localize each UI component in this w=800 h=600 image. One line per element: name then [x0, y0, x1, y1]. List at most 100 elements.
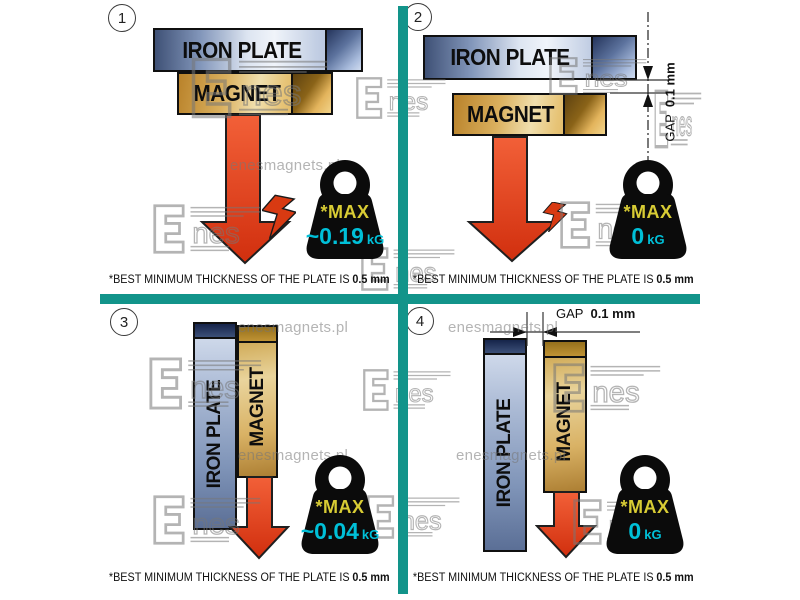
weight-kettlebell: *MAX 0 kG [598, 455, 692, 559]
pull-force-arrow-icon [228, 476, 290, 560]
enes-logo-text: nes [592, 376, 639, 409]
footnote-text: *BEST MINIMUM THICKNESS OF THE PLATE IS [108, 572, 350, 584]
magnet-top-face [239, 327, 276, 343]
magnet: MAGNET [237, 325, 278, 478]
magnet-end-face [291, 74, 331, 113]
gap-value: 0.1 mm [590, 306, 636, 321]
divider-horizontal [100, 294, 700, 304]
weight-value-unit: kG [366, 232, 385, 247]
enes-logo-text: nes [585, 67, 628, 92]
gap-label: GAP 0.1 mm [663, 62, 678, 141]
enes-logo-text: nes [192, 217, 239, 250]
enes-logo-icon: nes [552, 362, 662, 414]
magnet-label: MAGNET [466, 101, 554, 127]
weight-value: ~0.19 kG [298, 223, 392, 250]
footnote-bold: 0.5 mm [656, 572, 694, 584]
enes-logo-icon: nes [548, 56, 648, 96]
weight-max-label: *MAX [620, 497, 670, 517]
weight-value-number: 0 [628, 518, 642, 544]
weight-value-unit: kG [644, 527, 662, 542]
enes-logo-graphic: nes [153, 495, 261, 545]
panel-3: 3 enesmagnets.pl enesmagnets.pl nes nes … [100, 304, 460, 600]
footnote-text: *BEST MINIMUM THICKNESS OF THE PLATE IS [412, 274, 654, 286]
watermark-url: enesmagnets.pl [230, 157, 341, 174]
weight-value-unit: kG [361, 527, 380, 542]
pull-force-arrow-icon [535, 491, 597, 559]
panel-number: 3 [119, 313, 129, 331]
panel-number-badge: 2 [404, 3, 432, 31]
iron-plate: IRON PLATE [153, 28, 363, 72]
gap-word: GAP [662, 114, 678, 142]
enes-logo-graphic: nes [149, 357, 262, 410]
enes-logo-icon: nes [654, 88, 702, 150]
panel-2: 2 nes nes nes IRON PLATE MAGNET GAP0.1 m… [404, 0, 702, 294]
enes-logo-text: nes [190, 370, 239, 405]
weight-value: 0 kG [601, 223, 695, 250]
kettlebell-icon [609, 160, 687, 259]
magnet: MAGNET [452, 93, 607, 136]
weight-value: 0 kG [598, 518, 692, 545]
footnote: *BEST MINIMUM THICKNESS OF THE PLATE IS 0… [108, 274, 390, 286]
enes-logo-icon: nes [148, 356, 263, 411]
footnote-text: *BEST MINIMUM THICKNESS OF THE PLATE IS [412, 572, 654, 584]
watermark-url: enesmagnets.pl [238, 447, 349, 464]
iron-plate-end-face [591, 37, 635, 78]
drop-arrow-icon [262, 194, 296, 240]
magnet-end-face [563, 95, 605, 134]
footnote-bold: 0.5 mm [352, 274, 390, 286]
panel-number: 2 [413, 8, 423, 26]
panel-1: 1 enesmagnets.pl nes nes nes nes IRON PL… [100, 0, 455, 294]
footnote: *BEST MINIMUM THICKNESS OF THE PLATE IS 0… [412, 572, 694, 584]
enes-logo-icon: nes [152, 494, 262, 546]
weight-max-label: *MAX [315, 497, 365, 517]
pull-force-arrow-icon [466, 136, 559, 263]
panel-number-badge: 4 [406, 307, 434, 335]
enes-logo-graphic: nes [191, 57, 328, 119]
iron-plate: IRON PLATE [193, 322, 237, 530]
footnote: *BEST MINIMUM THICKNESS OF THE PLATE IS 0… [108, 572, 390, 584]
gap-dimension-lines [596, 12, 668, 162]
kettlebell-icon [301, 455, 379, 554]
footnote-text: *BEST MINIMUM THICKNESS OF THE PLATE IS [108, 274, 350, 286]
kettlebell-icon [306, 160, 384, 259]
weight-value-number: 0 [631, 223, 645, 249]
panel-number: 4 [415, 312, 425, 330]
weight-kettlebell: *MAX ~0.19 kG [298, 160, 392, 264]
iron-plate-end-face [325, 30, 361, 70]
panel-number: 1 [117, 9, 127, 27]
magnet: MAGNET [177, 72, 333, 115]
panel-number-badge: 3 [110, 308, 138, 336]
watermark-url: enesmagnets.pl [448, 319, 559, 336]
enes-logo-icon: nes [152, 203, 262, 255]
weight-value-unit: kG [647, 232, 665, 247]
panel-number-badge: 1 [108, 4, 136, 32]
weight-value-number: ~0.04 [300, 518, 359, 544]
weight-value: ~0.04 kG [293, 518, 387, 545]
panel-4: 4 enesmagnets.pl enesmagnets.pl nes nes … [404, 304, 700, 600]
gap-value: 0.1 mm [662, 62, 678, 108]
weight-max-label: *MAX [320, 202, 370, 222]
weight-value-number: ~0.19 [305, 223, 364, 249]
gap-dimension-lines [490, 312, 640, 346]
watermark-url: enesmagnets.pl [238, 319, 349, 336]
weight-kettlebell: *MAX ~0.04 kG [293, 455, 387, 559]
watermark-url: enesmagnets.pl [456, 447, 567, 464]
enes-logo-text: nes [672, 104, 693, 144]
footnote-bold: 0.5 mm [352, 572, 390, 584]
enes-logo-text: nes [192, 508, 239, 541]
gap-label: GAP 0.1 mm [556, 306, 635, 321]
enes-logo-graphic: nes [549, 57, 647, 95]
enes-logo-graphic: nes [654, 89, 702, 149]
weight-kettlebell: *MAX 0 kG [601, 160, 695, 264]
enes-logo-text: nes [241, 72, 301, 113]
iron-plate-top-face [485, 340, 525, 355]
drop-arrow-icon [542, 202, 568, 232]
iron-plate: IRON PLATE [483, 338, 527, 552]
enes-logo-graphic: nes [553, 363, 661, 413]
pull-force-arrow-icon [199, 114, 292, 265]
enes-logo-icon: nes [190, 56, 330, 120]
footnote-bold: 0.5 mm [656, 274, 694, 286]
kettlebell-icon [606, 455, 684, 554]
enes-logo-text: nes [389, 89, 429, 116]
